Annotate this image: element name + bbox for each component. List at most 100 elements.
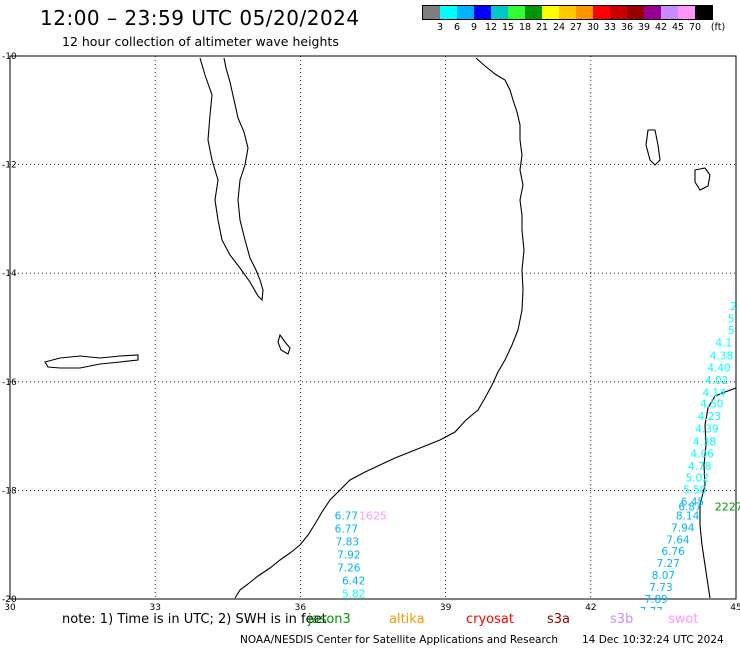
colorbar-tick-label: 24 — [552, 22, 566, 33]
wave-height-label: 7.26 — [337, 563, 361, 575]
colorbar-swatch — [644, 6, 661, 19]
satellite-legend-s3a: s3a — [547, 612, 571, 627]
wave-height-label: 5.82 — [342, 589, 365, 601]
colorbar-tick-label: 27 — [569, 22, 583, 33]
wave-height-label: 6.87 — [678, 502, 701, 514]
colorbar-swatch — [457, 6, 474, 19]
colorbar-swatch — [508, 6, 525, 19]
x-tick-label: 42 — [585, 603, 596, 610]
colorbar-swatch — [627, 6, 644, 19]
wave-height-label: 4.02 — [705, 375, 728, 387]
wave-height-label: 6.76 — [661, 546, 685, 558]
wave-height-label: 5 — [728, 325, 735, 337]
map-title: 12:00 – 23:59 UTC 05/20/2024 — [40, 6, 360, 30]
wave-height-label: 6.45 — [681, 496, 704, 508]
madagascar-west-coast — [699, 387, 737, 599]
colorbar-swatch — [678, 6, 695, 19]
coastline — [44, 57, 737, 599]
wave-height-label: 2 — [730, 301, 737, 313]
wave-height-label: 8.14 — [676, 510, 700, 522]
wave-height-label: 4.06 — [690, 448, 714, 460]
pass-time-label: 1625 — [359, 509, 387, 522]
comoros-island-2 — [694, 167, 711, 191]
wave-height-label: 4.50 — [700, 399, 723, 411]
y-tick-label: -14 — [2, 269, 17, 279]
wave-height-label: 6.77 — [335, 510, 358, 522]
satellite-legend-altika: altika — [389, 612, 425, 627]
wave-height-label: 8.07 — [652, 570, 675, 582]
colorbar-swatch — [593, 6, 610, 19]
colorbar-tick-label: 9 — [470, 22, 478, 33]
x-tick-label: 30 — [4, 603, 16, 610]
wave-height-label: 4.78 — [688, 461, 711, 473]
satellite-legend-swot: swot — [668, 612, 699, 627]
colorbar-tick-label: 42 — [654, 22, 668, 33]
satellite-legend-s3b: s3b — [610, 612, 634, 627]
colorbar-swatch — [610, 6, 627, 19]
colorbar-tick-label: 3 — [436, 22, 444, 33]
wave-height-label: 7.73 — [649, 582, 672, 594]
colorbar-swatch — [542, 6, 559, 19]
y-tick-label: -12 — [2, 161, 17, 171]
axis-ticks: 30 33 36 39 42 45 -10 -12 -14 -16 -18 -20 — [2, 52, 740, 610]
colorbar-swatch — [423, 6, 440, 19]
colorbar-tick-label: 33 — [603, 22, 617, 33]
wave-height-label: 5 — [728, 313, 735, 325]
generation-timestamp: 14 Dec 10:32:24 UTC 2024 — [582, 634, 724, 646]
wave-height-label: 5.02 — [686, 472, 709, 484]
colorbar-tick-label: 15 — [501, 22, 515, 33]
map-subtitle: 12 hour collection of altimeter wave hei… — [62, 34, 339, 49]
y-tick-label: -18 — [2, 486, 17, 496]
colorbar-swatch — [559, 6, 576, 19]
wave-height-label: 4.39 — [695, 423, 718, 435]
y-tick-label: -20 — [2, 595, 17, 605]
map-frame — [9, 55, 737, 600]
colorbar-swatch — [525, 6, 542, 19]
x-tick-label: 45 — [730, 603, 740, 610]
wave-height-label: 4.40 — [707, 363, 730, 375]
wave-height-label: 5.50 — [683, 484, 706, 496]
x-tick-label: 39 — [440, 603, 452, 610]
lake-malawi — [199, 57, 264, 302]
map-canvas: 6.776.777.837.927.266.425.822554.14.384.… — [2, 52, 740, 610]
satellite-legend-jason3: jason3 — [308, 612, 351, 627]
wave-height-label: 7.92 — [337, 549, 360, 561]
x-tick-label: 33 — [149, 603, 160, 610]
wave-height-label: 6.42 — [342, 576, 365, 588]
colorbar-swatch — [491, 6, 508, 19]
colorbar-tick-label: 21 — [535, 22, 549, 33]
colorbar-unit: (ft) — [710, 22, 726, 33]
wave-height-label: 4.14 — [703, 388, 727, 400]
wave-height-label: 7.94 — [671, 522, 695, 534]
lake-chilwa — [277, 333, 291, 355]
y-tick-label: -16 — [2, 378, 17, 388]
credit-line: NOAA/NESDIS Center for Satellite Applica… — [240, 634, 558, 646]
colorbar-tick-label: 70 — [688, 22, 702, 33]
x-tick-label: 36 — [295, 603, 307, 610]
wave-height-points: 6.776.777.837.927.266.425.822554.14.384.… — [335, 301, 740, 610]
footnote: note: 1) Time is in UTC; 2) SWH is in fe… — [62, 612, 327, 627]
graticule — [10, 56, 736, 599]
lake-kariba — [44, 354, 139, 369]
colorbar-tick-label: 12 — [484, 22, 498, 33]
colorbar — [422, 5, 713, 20]
y-tick-label: -10 — [2, 52, 17, 62]
wave-height-label: 7.27 — [657, 558, 680, 570]
colorbar-tick-label: 6 — [453, 22, 461, 33]
pass-time-label: 2227 — [715, 501, 740, 514]
colorbar-swatch — [440, 6, 457, 19]
wave-height-label: 7.64 — [666, 534, 690, 546]
colorbar-swatch — [474, 6, 491, 19]
colorbar-tick-label: 18 — [518, 22, 532, 33]
colorbar-tick-label: 39 — [637, 22, 651, 33]
colorbar-tick-label: 30 — [586, 22, 600, 33]
colorbar-swatch — [576, 6, 593, 19]
colorbar-tick-label: 45 — [671, 22, 685, 33]
comoros-island — [645, 129, 661, 166]
colorbar-tick-label: 36 — [620, 22, 634, 33]
wave-height-label: 6.77 — [335, 523, 358, 535]
colorbar-swatch — [695, 6, 712, 19]
wave-height-label: 4.23 — [698, 411, 721, 423]
wave-height-label: 4.1 — [716, 338, 733, 350]
wave-height-label: 7.83 — [336, 536, 359, 548]
